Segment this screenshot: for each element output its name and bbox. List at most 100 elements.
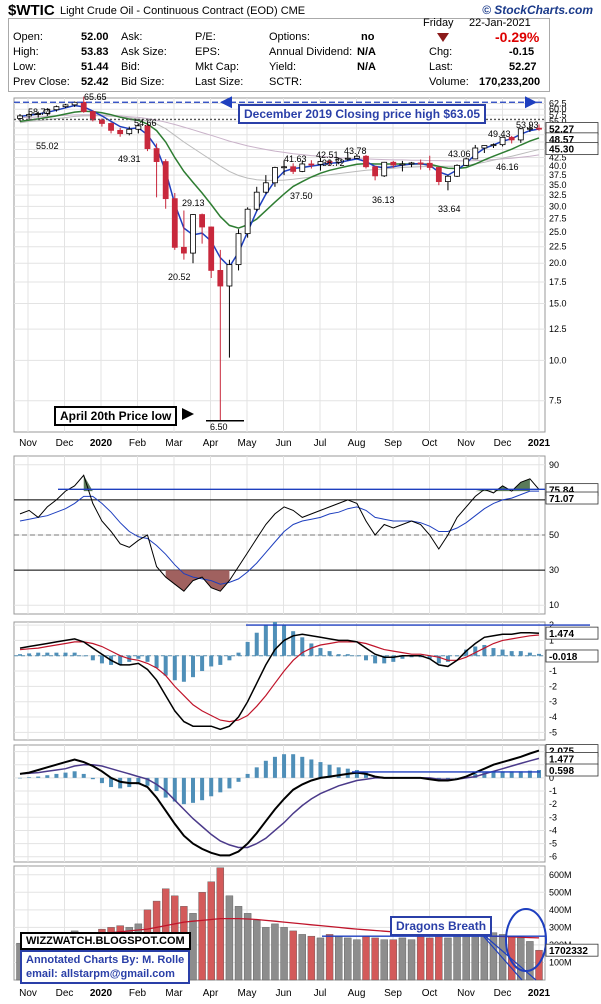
- candle-body: [499, 136, 506, 146]
- volume-bar: [216, 867, 225, 981]
- rsi-ytick-1: 30: [549, 565, 559, 575]
- macd-histogram-bar: [72, 771, 77, 778]
- candle-body: [517, 128, 524, 141]
- price-ytick-21: 60.0: [549, 104, 567, 114]
- chart-symbol: $WTIC: [8, 2, 55, 19]
- ppo-histogram-bar: [464, 649, 469, 656]
- dragons-pointer-line-2: [477, 929, 537, 981]
- candle-body: [144, 125, 151, 150]
- price-point-label-7: 6.50: [210, 422, 228, 432]
- macd-histogram-bar: [327, 764, 332, 778]
- candle-body: [536, 127, 542, 130]
- quote-date: 22-Jan-2021: [469, 17, 531, 29]
- candle-body: [353, 155, 360, 159]
- ppo-histogram-bar: [136, 655, 141, 659]
- rsi-ytick-2: 50: [549, 530, 559, 540]
- volume-bar: [453, 935, 461, 981]
- price-month-7: Jun: [275, 438, 291, 449]
- ppo-histogram-bar: [327, 651, 332, 656]
- open-label: Open:: [13, 31, 43, 43]
- price-point-label-15: 33.64: [438, 204, 461, 214]
- macd-last-label-2: 0.598: [549, 766, 574, 777]
- ppo-histogram-bar: [172, 655, 177, 681]
- volume-ytick-5: 600M: [549, 870, 572, 880]
- volume-bar: [462, 934, 470, 981]
- macd-histogram-bar: [54, 773, 59, 778]
- ppo-histogram-bar: [209, 655, 214, 667]
- quote-day: Friday: [423, 17, 454, 29]
- macd-histogram-bar: [200, 777, 205, 801]
- macd-ytick-4: -2: [549, 799, 557, 809]
- ppo-histogram-bar: [218, 655, 223, 665]
- ppo-ytick-0: -5: [549, 727, 557, 737]
- candle-body: [62, 104, 69, 108]
- price-ma-fast-line: [19, 104, 540, 268]
- macd-histogram-bar: [300, 756, 305, 778]
- price-point-label-0: 58.74: [28, 107, 51, 117]
- ppo-histogram-bar: [300, 637, 305, 656]
- ppo-histogram-bar: [382, 655, 387, 664]
- volume-month-13: Dec: [494, 988, 512, 999]
- macd-ytick-5: -1: [549, 786, 557, 796]
- volume-month-2: 2020: [90, 988, 113, 999]
- prev-close-label: Prev Close:: [13, 76, 70, 88]
- ppo-histogram-bar: [63, 652, 68, 656]
- ppo-line: [19, 631, 540, 731]
- pct-change-value: -0.29%: [495, 29, 540, 45]
- stockcharts-logo: © StockCharts.com: [482, 3, 593, 17]
- volume-month-7: Jun: [275, 988, 291, 999]
- price-ytick-3: 15.0: [549, 299, 567, 309]
- ppo-histogram-bar: [27, 653, 32, 656]
- macd-histogram-bar: [245, 773, 250, 778]
- volume-value: 170,233,200: [479, 76, 541, 88]
- macd-histogram-bar: [364, 772, 368, 778]
- ppo-last-label-1: -0.018: [549, 652, 578, 663]
- dragons-breath-annotation: Dragons Breath: [390, 916, 493, 936]
- chart-instrument-name: Light Crude Oil - Continuous Contract (E…: [60, 5, 306, 17]
- price-panel: [13, 97, 546, 433]
- volume-bar: [471, 930, 479, 981]
- ppo-histogram-bar: [81, 655, 86, 657]
- volume-bar: [307, 935, 316, 981]
- price-point-label-6: 20.52: [168, 272, 191, 282]
- dividend-value: N/A: [357, 46, 376, 58]
- macd-histogram-bar: [236, 777, 241, 782]
- ppo-histogram-bar: [445, 655, 450, 662]
- volume-bar: [234, 906, 243, 981]
- volume-bar: [362, 935, 370, 981]
- rsi-last-label-0: 75.84: [549, 486, 574, 497]
- sctr-label: SCTR:: [269, 76, 302, 88]
- price-point-label-13: 36.13: [372, 195, 395, 205]
- volume-bar: [353, 939, 361, 981]
- candle-body: [117, 129, 124, 135]
- chg-value: -0.15: [509, 46, 535, 58]
- ppo-histogram-bar: [99, 655, 104, 664]
- volume-bar: [517, 937, 525, 981]
- candle-body: [235, 233, 242, 266]
- volume-bar: [435, 934, 443, 981]
- ppo-last-box-1: [545, 649, 599, 663]
- ppo-histogram-bar: [45, 652, 50, 656]
- price-point-label-17: 46.16: [496, 162, 519, 172]
- chart-header-right: © StockCharts.com: [482, 3, 593, 17]
- volume-month-9: Aug: [348, 988, 366, 999]
- volume-ytick-2: 300M: [549, 922, 572, 932]
- macd-histogram-bar: [455, 777, 460, 779]
- candle-body: [253, 191, 260, 210]
- mkt-cap-label: Mkt Cap:: [195, 61, 240, 73]
- volume-bar: [334, 935, 343, 981]
- candle-body: [80, 101, 87, 112]
- ppo-histogram-bar: [336, 654, 341, 656]
- candle-body: [508, 136, 515, 141]
- price-ytick-10: 32.5: [549, 190, 567, 200]
- macd-histogram-bar: [118, 777, 123, 789]
- candle-body: [180, 246, 187, 254]
- volume-last-box-0: [545, 943, 599, 957]
- candle-body: [381, 161, 388, 177]
- ppo-histogram-bar: [500, 649, 505, 656]
- price-ytick-20: 57.5: [549, 110, 567, 120]
- macd-histogram-bar: [518, 771, 523, 778]
- candle-body: [89, 111, 96, 121]
- options-value: no: [361, 31, 375, 43]
- candle-body: [126, 128, 133, 135]
